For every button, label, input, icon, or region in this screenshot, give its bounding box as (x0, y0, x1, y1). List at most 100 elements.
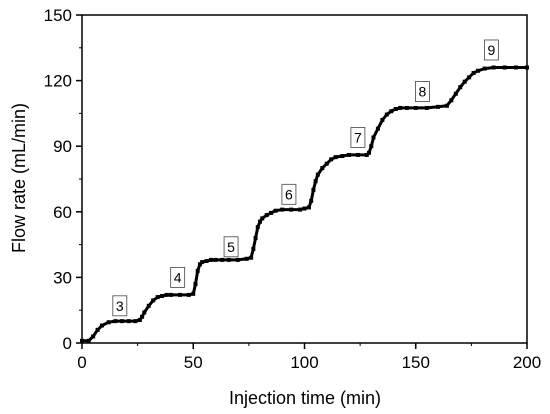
data-point (253, 236, 258, 241)
x-axis-title: Injection time (min) (229, 388, 381, 408)
data-point (364, 152, 369, 157)
data-point (367, 150, 372, 155)
data-point (311, 187, 316, 192)
step-label: 4 (174, 269, 182, 285)
data-point (260, 216, 265, 221)
data-point (264, 213, 269, 218)
data-point (467, 75, 472, 80)
x-tick-label: 0 (77, 353, 86, 372)
step-label-box (483, 39, 499, 61)
data-point (476, 68, 481, 73)
data-point (355, 152, 360, 157)
data-point (164, 292, 169, 297)
data-point (306, 205, 311, 210)
step-label-box (170, 266, 186, 288)
data-point (380, 117, 385, 122)
series-line (82, 66, 527, 343)
data-point (462, 79, 467, 84)
step-label-box (350, 127, 366, 148)
data-point (86, 338, 91, 343)
data-point (436, 104, 440, 109)
data-point (491, 65, 496, 70)
data-point (244, 256, 249, 261)
step-label-box (112, 295, 128, 317)
data-point (200, 260, 205, 265)
data-point (453, 91, 458, 96)
data-point (329, 157, 334, 162)
data-point (151, 298, 156, 303)
data-point (195, 268, 200, 273)
data-point (142, 310, 147, 315)
y-tick-label: 30 (53, 268, 72, 287)
data-point (235, 257, 240, 262)
x-tick-label: 100 (290, 353, 318, 372)
data-point (155, 295, 160, 300)
data-point (309, 198, 314, 203)
data-point (160, 293, 165, 298)
data-point (204, 259, 209, 263)
data-point (398, 105, 403, 110)
step-label: 6 (285, 186, 293, 202)
data-point (226, 257, 231, 262)
x-tick-label: 50 (184, 353, 203, 372)
data-point (269, 210, 274, 215)
data-point (384, 112, 389, 117)
data-point (258, 219, 262, 224)
data-point (333, 155, 338, 160)
data-point (126, 319, 131, 324)
data-point (209, 257, 214, 262)
data-point (424, 105, 429, 110)
data-point (404, 105, 409, 110)
plot-area: 3 4 5 6 7 8 9 (80, 39, 529, 343)
data-point (191, 291, 196, 296)
data-point (449, 98, 454, 103)
data-point (177, 292, 182, 297)
data-point (324, 161, 329, 166)
data-point (255, 225, 260, 230)
data-point (347, 152, 351, 157)
step-label: 7 (354, 129, 362, 145)
step-label: 3 (116, 298, 124, 314)
data-point (280, 207, 285, 212)
step-label-box (281, 183, 297, 205)
data-point (320, 166, 325, 171)
data-point (220, 257, 225, 262)
data-point (251, 246, 256, 251)
data-point (298, 207, 303, 212)
data-point (315, 172, 320, 177)
step-label-box (223, 236, 239, 258)
data-point (369, 144, 374, 149)
axes: 0 50 100 150 200 0 30 60 90 120 150 (44, 6, 542, 372)
data-point (375, 126, 380, 131)
data-point (193, 281, 198, 286)
data-point (120, 319, 125, 324)
data-point (186, 292, 191, 297)
step-label-box (415, 81, 430, 102)
data-point (100, 323, 105, 328)
data-point (371, 135, 376, 140)
step-label: 5 (227, 239, 235, 255)
step-label: 9 (488, 42, 496, 58)
y-tick-label: 120 (44, 72, 72, 91)
y-tick-label: 0 (63, 334, 72, 353)
data-point (106, 320, 111, 325)
data-point (471, 70, 476, 75)
data-point (289, 207, 294, 212)
data-point (95, 327, 100, 332)
data-point (133, 319, 138, 324)
data-point (389, 109, 394, 114)
y-tick-label: 90 (53, 137, 72, 156)
y-tick-label: 60 (53, 203, 72, 222)
plot-frame (81, 14, 528, 344)
data-point (140, 314, 145, 319)
data-point (197, 262, 202, 267)
data-point (413, 105, 418, 110)
data-point (273, 208, 278, 213)
data-point (169, 292, 173, 297)
x-tick-label: 150 (402, 353, 430, 372)
data-point (458, 85, 463, 90)
y-axis-title: Flow rate (mL/min) (9, 103, 29, 253)
data-point (313, 179, 318, 184)
data-point (393, 107, 398, 112)
data-point (137, 318, 142, 323)
